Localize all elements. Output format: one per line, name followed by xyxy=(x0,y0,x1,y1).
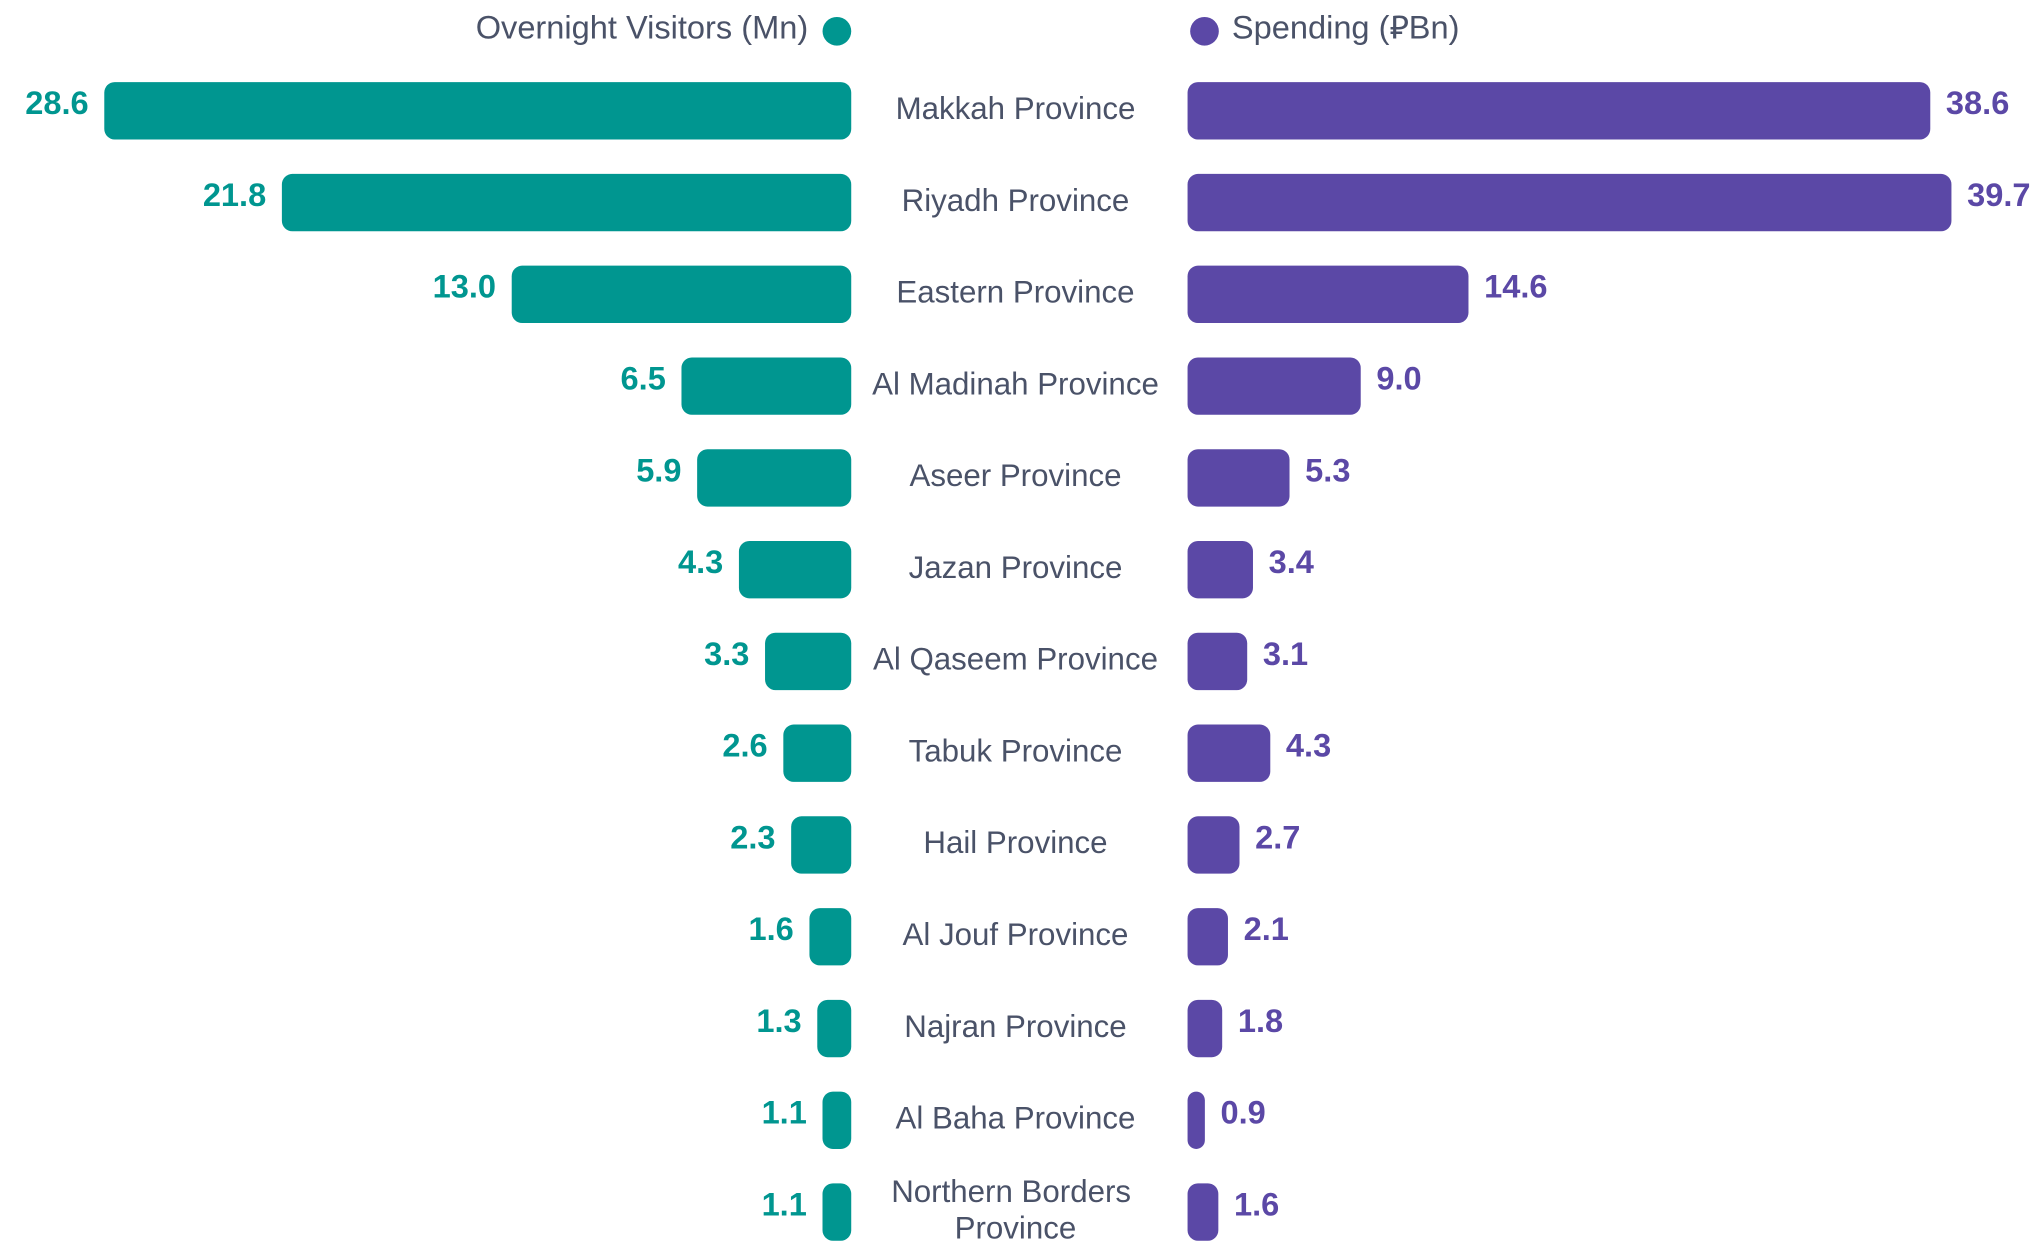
bar xyxy=(809,908,852,966)
category-label: Al Madinah Province xyxy=(872,366,1159,401)
category-label: Eastern Province xyxy=(896,275,1134,310)
bar xyxy=(822,1183,852,1241)
legend-marker xyxy=(1190,16,1219,46)
bar xyxy=(1187,908,1228,966)
value-label: 9.0 xyxy=(1376,361,1421,397)
value-label: 5.9 xyxy=(636,452,681,488)
category-label: Tabuk Province xyxy=(909,733,1123,768)
bar xyxy=(681,357,852,415)
value-label: 21.8 xyxy=(203,177,266,213)
value-label: 2.1 xyxy=(1244,911,1289,947)
bar xyxy=(511,265,852,324)
bar xyxy=(1187,632,1248,691)
value-label: 1.1 xyxy=(762,1095,807,1131)
value-label: 2.6 xyxy=(722,728,767,764)
value-label: 6.5 xyxy=(621,361,666,397)
value-label: 1.8 xyxy=(1238,1003,1283,1039)
value-label: 4.3 xyxy=(1286,728,1331,764)
bar xyxy=(1187,1091,1205,1149)
bar xyxy=(791,816,852,874)
category-label: Aseer Province xyxy=(909,458,1121,493)
value-label: 2.3 xyxy=(730,819,775,855)
category-label: Jazan Province xyxy=(909,550,1123,585)
value-label: 14.6 xyxy=(1484,269,1547,305)
bar xyxy=(765,632,852,691)
value-label: 0.9 xyxy=(1221,1095,1266,1131)
category-label: Hail Province xyxy=(923,825,1107,860)
bar xyxy=(1187,540,1253,599)
value-label: 1.6 xyxy=(749,911,794,947)
bar xyxy=(1187,357,1361,415)
category-label: Al Qaseem Province xyxy=(873,642,1158,677)
category-label: Northern Borders Province xyxy=(891,1174,1140,1241)
legend-marker xyxy=(822,16,852,46)
value-label: 28.6 xyxy=(25,85,88,121)
bar xyxy=(783,724,852,782)
value-label: 3.4 xyxy=(1269,544,1314,580)
category-label: Al Jouf Province xyxy=(903,917,1129,952)
category-label: Al Baha Province xyxy=(896,1101,1136,1136)
legend-label: Spending (⃁Bn) xyxy=(1232,10,1460,46)
value-label: 2.7 xyxy=(1255,819,1300,855)
legend-label: Overnight Visitors (Mn) xyxy=(476,10,809,46)
bar xyxy=(817,999,852,1058)
category-label: Najran Province xyxy=(904,1009,1126,1044)
value-label: 3.3 xyxy=(704,636,749,672)
bar xyxy=(281,173,852,232)
value-label: 1.6 xyxy=(1234,1186,1279,1222)
value-label: 1.1 xyxy=(762,1186,807,1222)
bar xyxy=(1187,1183,1219,1241)
value-label: 13.0 xyxy=(433,269,496,305)
bar xyxy=(1187,265,1469,324)
value-label: 39.7 xyxy=(1967,177,2030,213)
bar xyxy=(1187,173,1952,232)
bar xyxy=(1187,816,1240,874)
bar xyxy=(822,1091,852,1149)
category-label: Makkah Province xyxy=(896,91,1136,126)
value-label: 3.1 xyxy=(1263,636,1308,672)
value-label: 38.6 xyxy=(1946,85,2009,121)
value-label: 1.3 xyxy=(756,1003,801,1039)
bar xyxy=(1187,724,1271,782)
bar xyxy=(1187,999,1223,1058)
bar xyxy=(104,82,852,140)
bar xyxy=(1187,449,1290,507)
category-label: Riyadh Province xyxy=(902,183,1130,218)
bar xyxy=(1187,82,1931,140)
value-label: 5.3 xyxy=(1305,452,1350,488)
bar xyxy=(697,449,852,507)
value-label: 4.3 xyxy=(678,544,723,580)
bar xyxy=(738,540,852,599)
